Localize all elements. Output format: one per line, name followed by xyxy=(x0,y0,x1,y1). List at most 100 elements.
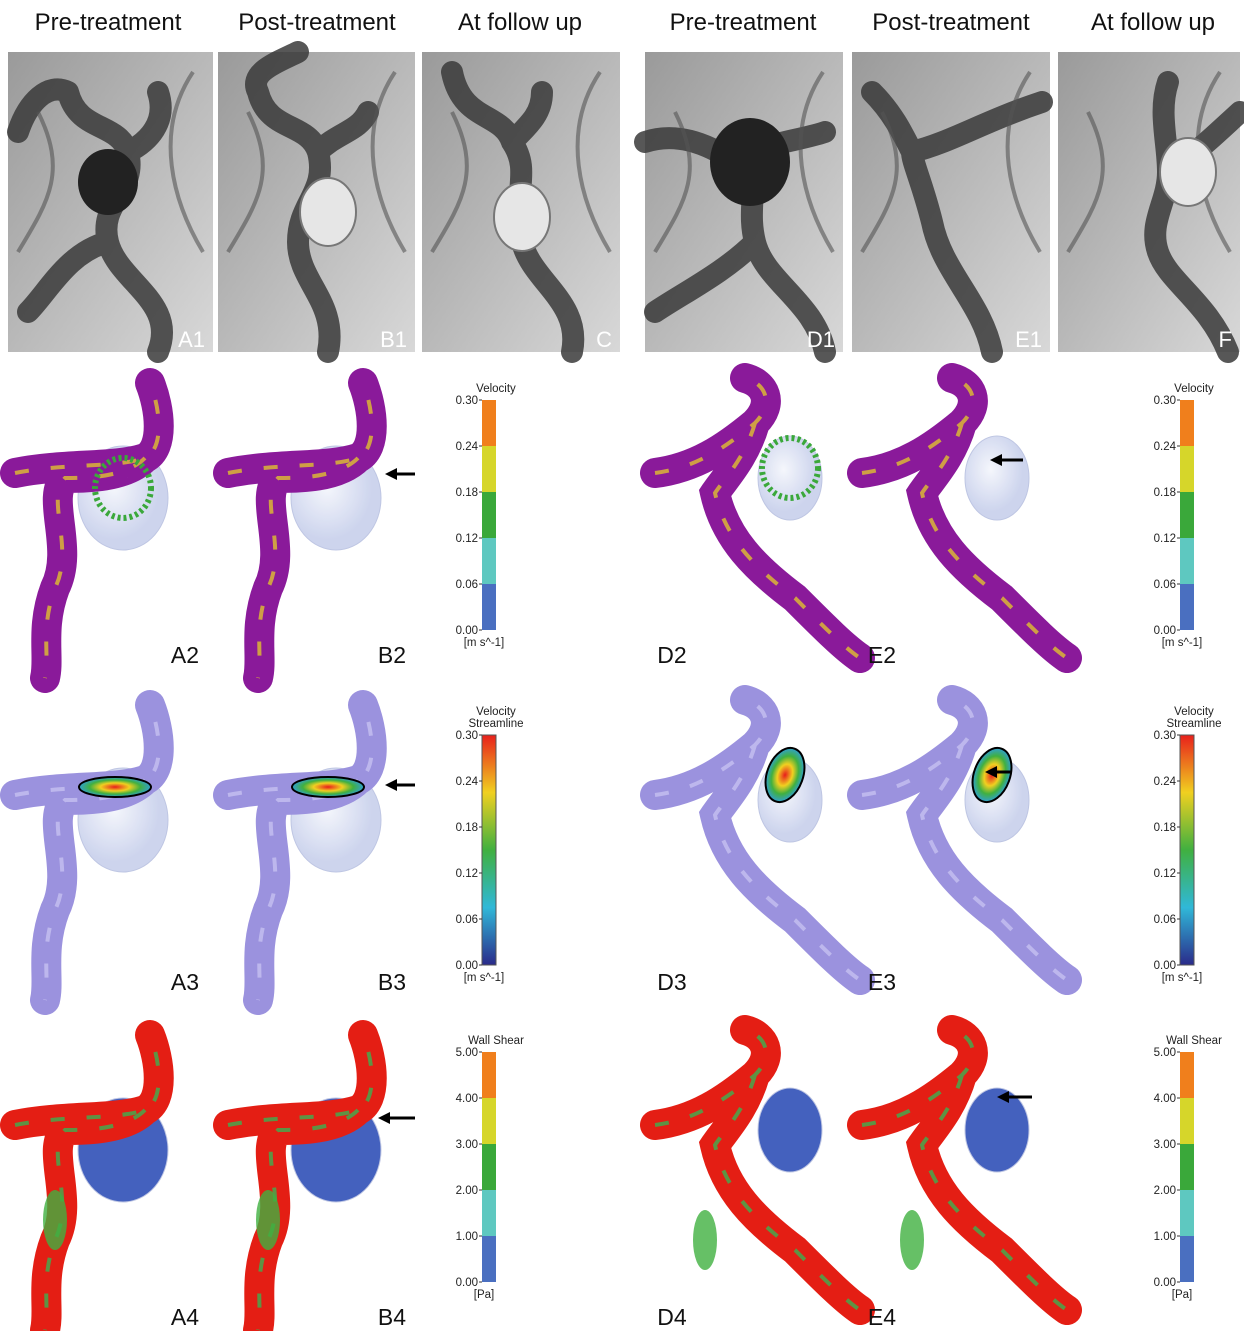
rendering xyxy=(15,1035,168,1330)
colorbar-tick-label: 1.00 xyxy=(1154,1231,1176,1243)
colorbar-segment xyxy=(482,1098,496,1144)
colorbar-segment xyxy=(1180,400,1194,446)
column-header: At follow up xyxy=(458,9,582,36)
colorbar-tick-label: 1.00 xyxy=(456,1231,478,1243)
ostium-velocity xyxy=(79,777,151,797)
colorbar-tick-label: 0.06 xyxy=(1154,914,1176,926)
panel-label: A2 xyxy=(171,642,199,668)
colorbar-tick-label: 0.00 xyxy=(1154,625,1176,637)
colorbar-title: Wall Shear xyxy=(1166,1035,1222,1047)
colorbar-segment xyxy=(1180,1190,1194,1236)
angiogram: E1 xyxy=(852,52,1050,352)
colorbar-segment xyxy=(482,400,496,446)
colorbar-unit: [m s^-1] xyxy=(464,637,505,649)
colorbar-segment xyxy=(482,492,496,538)
colorbar-tick-label: 5.00 xyxy=(456,1047,478,1059)
column-header: Post-treatment xyxy=(238,9,396,36)
colorbar-unit: [m s^-1] xyxy=(1162,637,1203,649)
coil-mass xyxy=(1160,138,1216,206)
aneurysm xyxy=(78,149,138,215)
colorbar-tick-label: 0.30 xyxy=(456,395,478,407)
figure: Pre-treatmentA1Post-treatmentB1At follow… xyxy=(0,0,1244,1331)
colorbar-unit: [Pa] xyxy=(474,1289,494,1301)
panel-label: D4 xyxy=(657,1304,687,1330)
colorbar-tick-label: 4.00 xyxy=(1154,1093,1176,1105)
coil-mass xyxy=(300,178,356,246)
colorbar-tick-label: 0.12 xyxy=(456,868,478,880)
wss-patch xyxy=(900,1210,924,1270)
aneurysm-sac xyxy=(758,436,822,520)
colorbar-segment xyxy=(482,584,496,630)
colorbar-title: Velocity xyxy=(476,706,516,718)
panel-label: E4 xyxy=(868,1304,896,1330)
aneurysm-sac xyxy=(758,1088,822,1172)
colorbar-segment xyxy=(1180,446,1194,492)
colorbar-tick-label: 4.00 xyxy=(456,1093,478,1105)
angiogram: C xyxy=(422,52,620,352)
colorbar-tick-label: 0.18 xyxy=(1154,487,1176,499)
colorbar-segment xyxy=(482,538,496,584)
colorbar-segment xyxy=(1180,1052,1194,1098)
colorbar-tick-label: 0.24 xyxy=(1154,441,1177,453)
panel-label: E2 xyxy=(868,642,896,668)
rendering xyxy=(15,705,168,1000)
rendering xyxy=(655,700,860,980)
column-header: Pre-treatment xyxy=(670,9,817,36)
colorbar-title: Velocity xyxy=(476,383,516,395)
wss-patch xyxy=(256,1190,280,1250)
rendering xyxy=(228,705,381,1000)
colorbar-tick-label: 0.12 xyxy=(1154,868,1176,880)
colorbar-tick-label: 0.24 xyxy=(456,776,479,788)
colorbar-tick-label: 0.00 xyxy=(456,625,478,637)
aneurysm-sac xyxy=(965,436,1029,520)
colorbar-segment xyxy=(1180,492,1194,538)
panel-label: B1 xyxy=(380,327,407,352)
angiogram: D1 xyxy=(645,52,843,352)
rendering xyxy=(655,1030,860,1310)
arrow-head xyxy=(385,779,397,791)
colorbar-tick-label: 0.12 xyxy=(1154,533,1176,545)
angiogram: F xyxy=(1058,52,1240,352)
colorbar-tick-label: 0.30 xyxy=(1154,395,1176,407)
colorbar-title: Streamline xyxy=(1167,718,1222,730)
colorbar-segment xyxy=(482,446,496,492)
colorbar-tick-label: 0.24 xyxy=(1154,776,1177,788)
colorbar-segment xyxy=(482,1236,496,1282)
panel-label: D1 xyxy=(807,327,835,352)
colorbar-tick-label: 0.00 xyxy=(456,1277,478,1289)
colorbar-segment xyxy=(1180,1098,1194,1144)
panel-label: C xyxy=(596,327,612,352)
panel-label: A4 xyxy=(171,1304,199,1330)
rendering xyxy=(15,383,168,678)
colorbar-unit: [m s^-1] xyxy=(464,972,505,984)
colorbar-title: Wall Shear xyxy=(468,1035,524,1047)
colorbar-segment xyxy=(482,1190,496,1236)
colorbar-unit: [Pa] xyxy=(1172,1289,1192,1301)
colorbar-tick-label: 0.00 xyxy=(1154,960,1176,972)
column-header: Post-treatment xyxy=(872,9,1030,36)
rendering xyxy=(862,378,1067,658)
colorbar-tick-label: 0.00 xyxy=(456,960,478,972)
colorbar-tick-label: 0.06 xyxy=(1154,579,1176,591)
colorbar-tick-label: 0.00 xyxy=(1154,1277,1176,1289)
rendering xyxy=(228,1035,381,1330)
colorbar-tick-label: 3.00 xyxy=(456,1139,478,1151)
colorbar-title: Velocity xyxy=(1174,706,1214,718)
colorbar-tick-label: 5.00 xyxy=(1154,1047,1176,1059)
colorbar-segment xyxy=(482,1052,496,1098)
coil-mass xyxy=(494,183,550,251)
column-header: Pre-treatment xyxy=(35,9,182,36)
colorbar-tick-label: 0.30 xyxy=(456,730,478,742)
colorbar-unit: [m s^-1] xyxy=(1162,972,1203,984)
column-header: At follow up xyxy=(1091,9,1215,36)
colorbar-tick-label: 0.18 xyxy=(1154,822,1176,834)
angiogram: B1 xyxy=(218,52,415,352)
colorbar-tick-label: 0.30 xyxy=(1154,730,1176,742)
colorbar-tick-label: 0.18 xyxy=(456,822,478,834)
aneurysm xyxy=(710,118,790,206)
rendering xyxy=(862,1030,1067,1310)
colorbar-title: Streamline xyxy=(469,718,524,730)
panel-label: E3 xyxy=(868,969,896,995)
colorbar-segment xyxy=(1180,538,1194,584)
panel-label: B3 xyxy=(378,969,406,995)
